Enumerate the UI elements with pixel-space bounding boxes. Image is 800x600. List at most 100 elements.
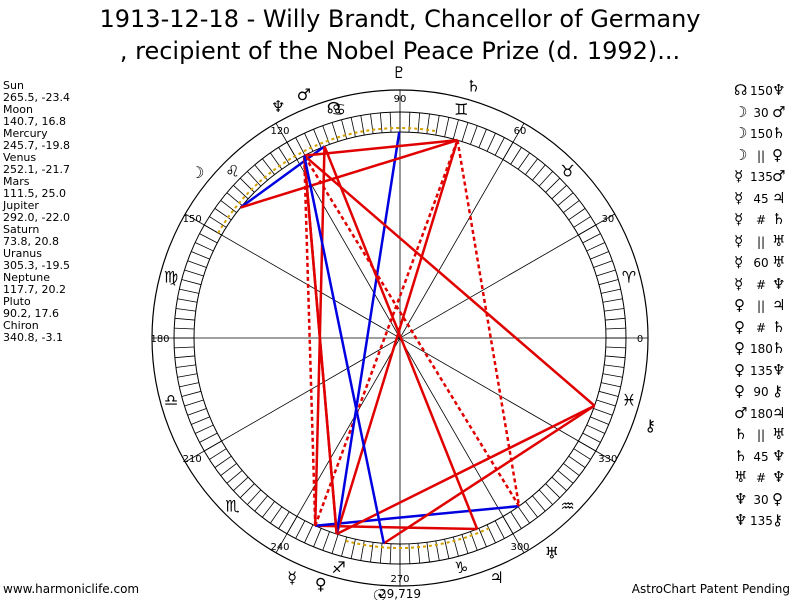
zodiac-sign-icon: ♏: [225, 497, 239, 516]
aspect-planet-2: ♃: [772, 188, 786, 207]
aspect-angle: 30: [753, 492, 769, 507]
aspect-row: ☿ # ♆: [734, 274, 785, 296]
degree-tick: [557, 470, 574, 484]
degree-tick: [532, 164, 546, 181]
aspect-row: ☽ || ♀: [734, 145, 785, 167]
planet-name: Neptune: [3, 271, 51, 284]
degree-tick: [510, 511, 522, 529]
planet-glyph-icon: ♄: [466, 76, 480, 95]
degree-tick: [181, 390, 202, 397]
degree-tick: [322, 531, 330, 551]
chart-title-line-1: 1913-12-18 - Willy Brandt, Chancellor of…: [99, 5, 701, 33]
degree-tick: [461, 122, 469, 142]
zodiac-sign-icon: ♈: [622, 268, 636, 287]
website-link[interactable]: www.harmoniclife.com: [3, 582, 140, 596]
aspect-planet-1: ☿: [734, 188, 744, 207]
degree-tick: [470, 125, 478, 145]
degree-tick: [239, 483, 255, 499]
aspect-planet-2: ♅: [772, 253, 786, 271]
degree-tick: [181, 279, 202, 286]
aspect-line: [315, 524, 478, 531]
aspect-planet-2: ⚷: [772, 382, 783, 400]
aspect-row: ♂ 180♃: [734, 403, 785, 425]
degree-tick: [593, 260, 613, 268]
degree-tick: [184, 269, 204, 277]
aspect-angle: 135: [750, 170, 773, 184]
degree-tick: [220, 463, 237, 476]
zodiac-sign-icon: ♉: [560, 161, 574, 180]
degree-tick: [605, 317, 626, 321]
aspect-line: [303, 154, 521, 507]
degree-tick: [563, 200, 580, 213]
planet-glyph-icon: ☽: [190, 163, 204, 182]
planet-glyph-icon: ♀: [315, 575, 327, 594]
aspect-angle: 150: [750, 127, 773, 141]
aspect-planet-1: ♄: [734, 446, 748, 465]
degree-tick: [313, 528, 322, 547]
aspect-row: ☊ 150♆: [734, 80, 785, 102]
degree-tick: [174, 346, 195, 349]
aspect-row: ♀ 135♆: [734, 360, 785, 382]
degree-label: 60: [514, 126, 527, 137]
chart-title-line-2: , recipient of the Nobel Peace Prize (d.…: [119, 37, 681, 65]
planet-name: Saturn: [3, 223, 40, 236]
degree-tick: [417, 112, 421, 133]
degree-tick: [295, 520, 306, 539]
degree-label: 0: [637, 334, 643, 345]
degree-tick: [270, 506, 283, 524]
degree-tick: [605, 355, 626, 359]
degree-tick: [278, 511, 290, 529]
degree-tick: [517, 152, 530, 170]
degree-label: 330: [598, 454, 617, 465]
degree-tick: [602, 373, 623, 378]
planet-name: Mars: [3, 175, 30, 188]
degree-tick: [187, 408, 207, 416]
aspect-row: ☿ 60 ♅: [734, 252, 785, 274]
planet-glyph-icon: ☉: [373, 586, 387, 600]
aspect-angle: 135: [750, 363, 773, 378]
planet-coords: 340.8, -3.1: [3, 331, 63, 344]
degree-tick: [590, 251, 609, 260]
degree-tick: [262, 158, 275, 175]
degree-tick: [214, 455, 232, 468]
aspect-planet-2: ♀: [772, 145, 783, 164]
aspect-planet-1: ☿: [734, 253, 744, 271]
planet-coords: 245.7, -19.8: [3, 139, 70, 152]
degree-tick: [175, 308, 196, 312]
aspect-planet-2: ♄: [772, 317, 786, 336]
aspect-line: [303, 154, 596, 407]
aspect-row: ♆ 30 ♀: [734, 489, 785, 511]
degree-tick: [191, 251, 210, 260]
planet-coords: 265.5, -23.4: [3, 91, 70, 104]
degree-tick: [199, 432, 218, 443]
degree-tick: [557, 192, 574, 206]
aspect-planet-2: ♆: [772, 360, 786, 379]
aspect-planet-1: ♀: [734, 317, 745, 336]
planet-glyph-icon: ☊: [327, 98, 341, 117]
degree-tick: [596, 399, 616, 407]
aspect-angle: 60: [753, 256, 769, 270]
aspect-angle: #: [755, 471, 767, 485]
aspect-planet-1: ♂: [734, 403, 748, 422]
aspect-line: [239, 145, 326, 209]
aspect-angle: 180: [750, 342, 773, 356]
planet-glyph-icon: ☿: [287, 568, 297, 587]
zodiac-sign-icon: ♓: [622, 390, 636, 409]
degree-tick: [444, 539, 450, 559]
zodiac-sign-icon: ♐: [331, 558, 345, 577]
degree-label: 120: [270, 126, 289, 137]
degree-tick: [195, 424, 214, 434]
aspect-angle: 150: [750, 84, 773, 98]
aspect-row: ☿ || ♅: [734, 231, 785, 253]
aspect-row: ♀ 180♄: [734, 338, 785, 360]
aspect-line: [336, 404, 596, 536]
degree-tick: [408, 543, 411, 564]
aspect-row: ☽ 150♄: [734, 123, 785, 145]
zodiac-sign-icon: ♑: [454, 558, 468, 577]
planet-name: Sun: [3, 79, 24, 92]
aspect-planet-1: ☽: [734, 102, 748, 121]
planet-coords: 292.0, -22.0: [3, 211, 70, 224]
aspect-line: [335, 131, 401, 535]
aspect-planet-2: ♃: [772, 403, 786, 422]
planet-name: Chiron: [3, 319, 39, 332]
